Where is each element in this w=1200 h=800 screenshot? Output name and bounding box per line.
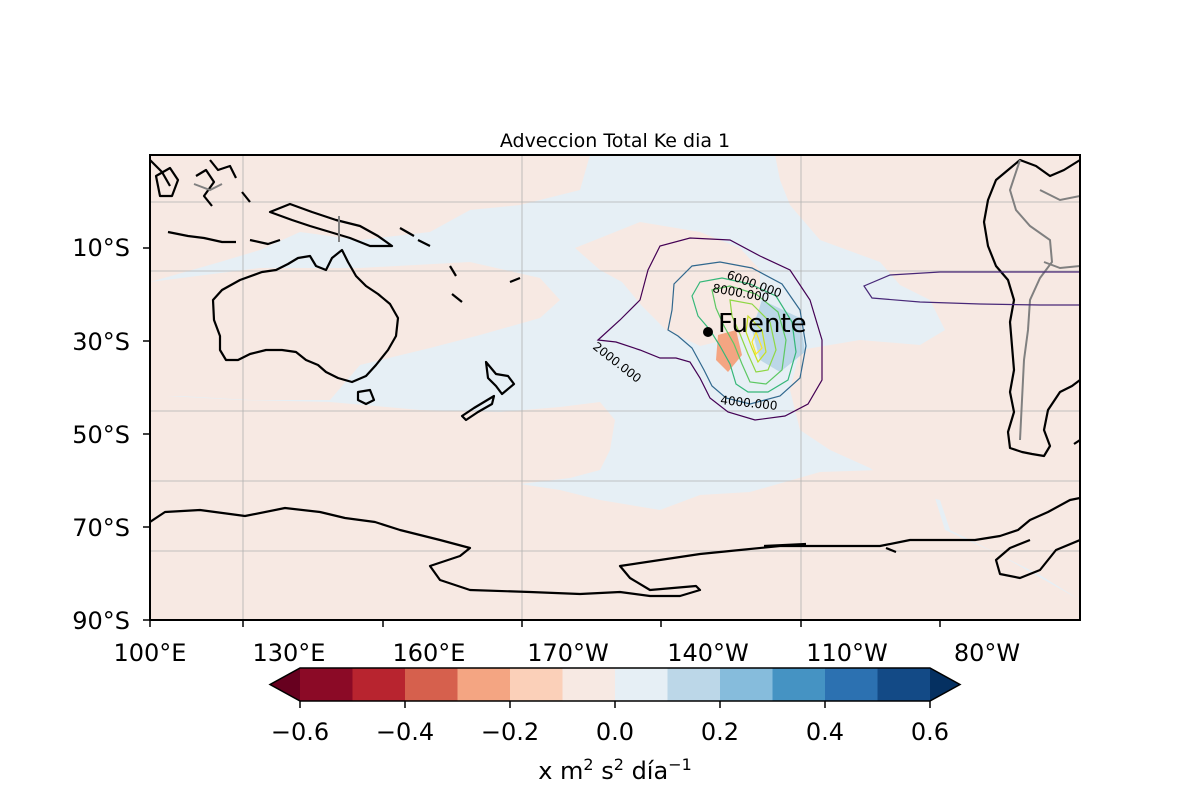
lon-tick-label: 170°W: [527, 639, 609, 667]
contour-eastern: [863, 271, 1080, 306]
colorbar-segment: [825, 668, 878, 701]
solomon-islands: [399, 227, 431, 247]
contour-label-4000: 4000.000: [720, 393, 778, 413]
colorbar-segment: [667, 668, 721, 701]
lon-tick-label: 140°W: [667, 639, 749, 667]
contour-lines: [596, 237, 1080, 421]
contour-4000: [667, 261, 807, 405]
field-negative-regions: [150, 155, 1080, 620]
lat-tick-label: 10°S: [72, 234, 130, 262]
philippines-coast: [209, 159, 251, 203]
colorbar-segment: [510, 668, 563, 701]
colorbar-segment: [772, 668, 826, 701]
lon-tick-label: 130°E: [253, 639, 326, 667]
source-point: [703, 327, 713, 337]
gridlines: [150, 155, 1080, 620]
coastlines: [150, 158, 1080, 598]
map-frame: [149, 154, 1081, 621]
antarctic-peninsula: [994, 538, 1080, 580]
colorbar-segment: [457, 668, 511, 701]
colorbar-segment: [615, 668, 668, 701]
field-negative-patch: [716, 330, 742, 372]
south-america-coast: [982, 158, 1080, 458]
colorbar-tick-label: −0.2: [481, 718, 539, 746]
vanuatu-islands: [449, 265, 457, 277]
contour-6000: [691, 277, 797, 393]
source-marker: Fuente: [703, 309, 807, 339]
colorbar-tick-label: 0.0: [596, 718, 634, 746]
colorbar-label: x m2 s2 día−1: [538, 755, 692, 785]
colorbar-tick-label: 0.4: [806, 718, 844, 746]
sulawesi-coast: [195, 168, 216, 207]
colorbar-tick-label: 0.2: [701, 718, 739, 746]
lat-tick-labels: 10°S 30°S 50°S 70°S 90°S: [72, 234, 130, 635]
lon-tick-label: 80°W: [954, 639, 1020, 667]
contour-12000: [745, 314, 767, 364]
contour-14000: [751, 330, 763, 356]
australia-coast: [211, 248, 400, 384]
lat-tick-label: 70°S: [72, 514, 130, 542]
antarctic-islands: [763, 542, 897, 554]
country-borders: [193, 159, 1080, 441]
contour-10000: [729, 299, 777, 373]
source-label: Fuente: [718, 309, 807, 339]
lon-tick-labels: 100°E 130°E 160°E 170°W 140°W 110°W 80°W: [114, 639, 1021, 667]
lat-tick-label: 30°S: [72, 328, 130, 356]
colorbar-segment: [562, 668, 616, 701]
colorbar-segments: [268, 667, 962, 702]
antarctica-coast: [150, 496, 1080, 598]
tasmania-coast: [356, 388, 376, 406]
colorbar-extend-min: [270, 668, 300, 701]
borneo-coast: [154, 166, 180, 198]
contour-8000: [711, 285, 787, 385]
new-guinea-coast: [268, 202, 394, 248]
colorbar-segment: [300, 668, 353, 701]
lon-tick-label: 160°E: [393, 639, 466, 667]
timor-coast: [249, 238, 281, 246]
new-caledonia: [451, 293, 463, 303]
new-zealand-south: [460, 394, 496, 422]
map-panel: [150, 155, 1080, 620]
colorbar-ticks: −0.6 −0.4 −0.2 0.0 0.2 0.4 0.6: [271, 701, 949, 746]
colorbar-tick-label: −0.4: [376, 718, 434, 746]
colorbar-tick-label: 0.6: [911, 718, 949, 746]
java-coast: [167, 230, 236, 244]
lat-tick-label: 90°S: [72, 607, 130, 635]
colorbar-segment: [877, 668, 931, 701]
colorbar-segment: [352, 668, 406, 701]
colorbar-segment: [720, 668, 773, 701]
fiji-islands: [509, 276, 521, 284]
sumatra-coast: [150, 159, 171, 187]
lon-tick-label: 100°E: [114, 639, 187, 667]
lon-tick-label: 110°W: [806, 639, 888, 667]
contour-2000: [596, 237, 823, 421]
axis-ticks: [143, 247, 941, 627]
colorbar-extend-max: [930, 668, 960, 701]
colorbar-tick-label: −0.6: [271, 718, 329, 746]
lat-tick-label: 50°S: [72, 421, 130, 449]
colorbar-segment: [405, 668, 458, 701]
new-zealand-north: [484, 360, 516, 396]
map-title: Adveccion Total Ke dia 1: [500, 130, 730, 152]
colorbar: −0.6 −0.4 −0.2 0.0 0.2 0.4 0.6 x m2 s2 día−1: [268, 667, 962, 785]
